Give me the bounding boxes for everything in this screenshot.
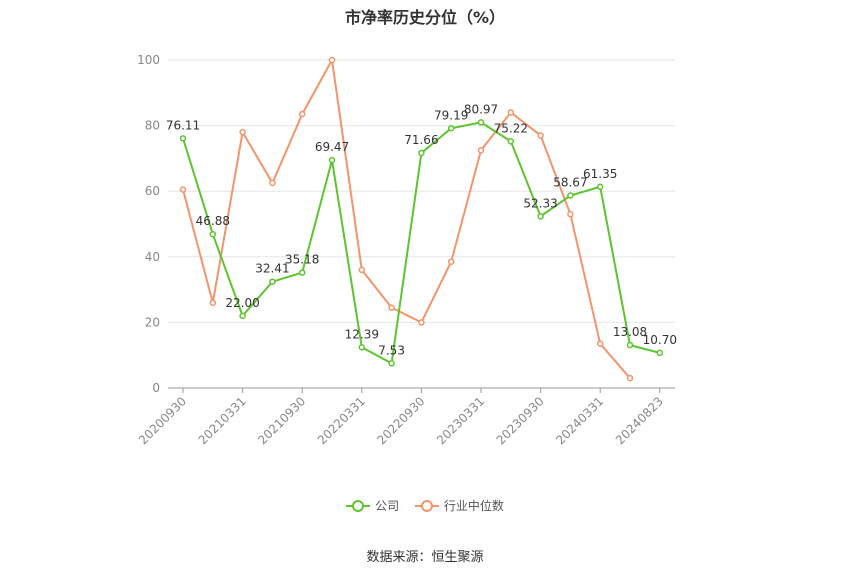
x-tick-label: 20230930 — [494, 394, 547, 447]
data-label: 52.33 — [523, 196, 557, 210]
series-1-point[interactable] — [537, 132, 544, 139]
legend-swatch-company — [346, 499, 371, 513]
legend-swatch-industry-median — [414, 499, 439, 513]
legend-item-company[interactable]: 公司 — [346, 497, 399, 514]
series-0-point[interactable] — [388, 360, 395, 367]
series-1-point[interactable] — [567, 210, 574, 218]
data-label: 10.70 — [643, 333, 677, 347]
series-line-0 — [182, 121, 661, 365]
x-tick-label: 20240823 — [613, 394, 666, 447]
y-tick-label: 0 — [152, 381, 160, 395]
data-label: 75.22 — [494, 121, 528, 135]
x-tick-label: 20220930 — [374, 394, 427, 447]
series-1-point[interactable] — [477, 146, 485, 154]
data-label: 46.88 — [196, 214, 230, 228]
series-0-point[interactable] — [447, 125, 455, 132]
data-label: 79.19 — [434, 108, 468, 122]
data-label: 12.39 — [345, 327, 379, 341]
series-0-point[interactable] — [358, 344, 366, 351]
y-tick-label: 100 — [137, 53, 160, 67]
series-1-point[interactable] — [179, 186, 187, 193]
legend-label-company: 公司 — [375, 499, 400, 513]
y-tick-label: 20 — [145, 315, 160, 329]
series-1-point[interactable] — [269, 179, 276, 187]
x-tick-label: 20200930 — [136, 394, 189, 447]
series-1-point[interactable] — [239, 128, 246, 136]
x-tick-label: 20240331 — [553, 394, 606, 447]
grid-lines — [168, 59, 675, 323]
series-0-point[interactable] — [477, 119, 485, 126]
series-1-point[interactable] — [596, 340, 604, 347]
series-1-point[interactable] — [626, 374, 634, 382]
data-label: 71.66 — [404, 133, 438, 147]
series-layer — [179, 56, 664, 382]
series-0-point[interactable] — [328, 156, 336, 164]
y-tick-label: 40 — [145, 250, 160, 264]
data-label: 35.18 — [285, 253, 319, 267]
series-0-point[interactable] — [298, 269, 306, 276]
series-1-point[interactable] — [328, 56, 336, 64]
chart-title: 市净率历史分位（%） — [344, 8, 506, 27]
x-tick-label: 20210930 — [255, 394, 308, 447]
y-tick-label: 80 — [145, 119, 160, 133]
data-label: 32.41 — [255, 262, 289, 276]
y-tick-label: 60 — [145, 184, 160, 198]
series-0-point[interactable] — [596, 183, 604, 191]
legend-label-industry-median: 行业中位数 — [443, 499, 504, 513]
data-label: 58.67 — [553, 176, 587, 190]
series-line-1 — [182, 56, 631, 379]
legend-item-industry-median[interactable]: 行业中位数 — [414, 497, 504, 514]
data-label: 7.53 — [378, 343, 405, 357]
data-label: 76.11 — [166, 118, 200, 132]
data-label: 13.08 — [613, 325, 647, 339]
data-label: 22.00 — [225, 296, 259, 310]
x-tick-label: 20210331 — [196, 394, 249, 447]
series-1-point[interactable] — [358, 266, 366, 274]
x-tick-label: 20220331 — [315, 394, 368, 447]
series-1-point[interactable] — [507, 109, 515, 116]
series-0-point[interactable] — [418, 149, 425, 157]
series-1-point[interactable] — [418, 319, 425, 326]
series-0-point[interactable] — [239, 312, 246, 320]
series-0-point[interactable] — [656, 349, 664, 357]
data-source: 数据来源：恒生聚源 — [366, 550, 484, 565]
data-label: 69.47 — [315, 140, 349, 154]
data-label: 80.97 — [464, 102, 498, 116]
series-1-point[interactable] — [447, 258, 455, 265]
series-1-point[interactable] — [388, 304, 395, 311]
series-1-point[interactable] — [298, 110, 306, 118]
series-0-point[interactable] — [626, 341, 634, 349]
series-0-point[interactable] — [269, 278, 276, 285]
series-0-point[interactable] — [567, 192, 574, 199]
legend: 公司 行业中位数 — [0, 497, 850, 516]
x-tick-label: 20230331 — [434, 394, 487, 447]
data-label: 61.35 — [583, 167, 617, 181]
series-0-point[interactable] — [209, 230, 217, 238]
series-0-point[interactable] — [507, 138, 515, 145]
series-0-point[interactable] — [537, 213, 544, 220]
series-1-point[interactable] — [209, 299, 217, 306]
series-0-point[interactable] — [179, 135, 187, 142]
